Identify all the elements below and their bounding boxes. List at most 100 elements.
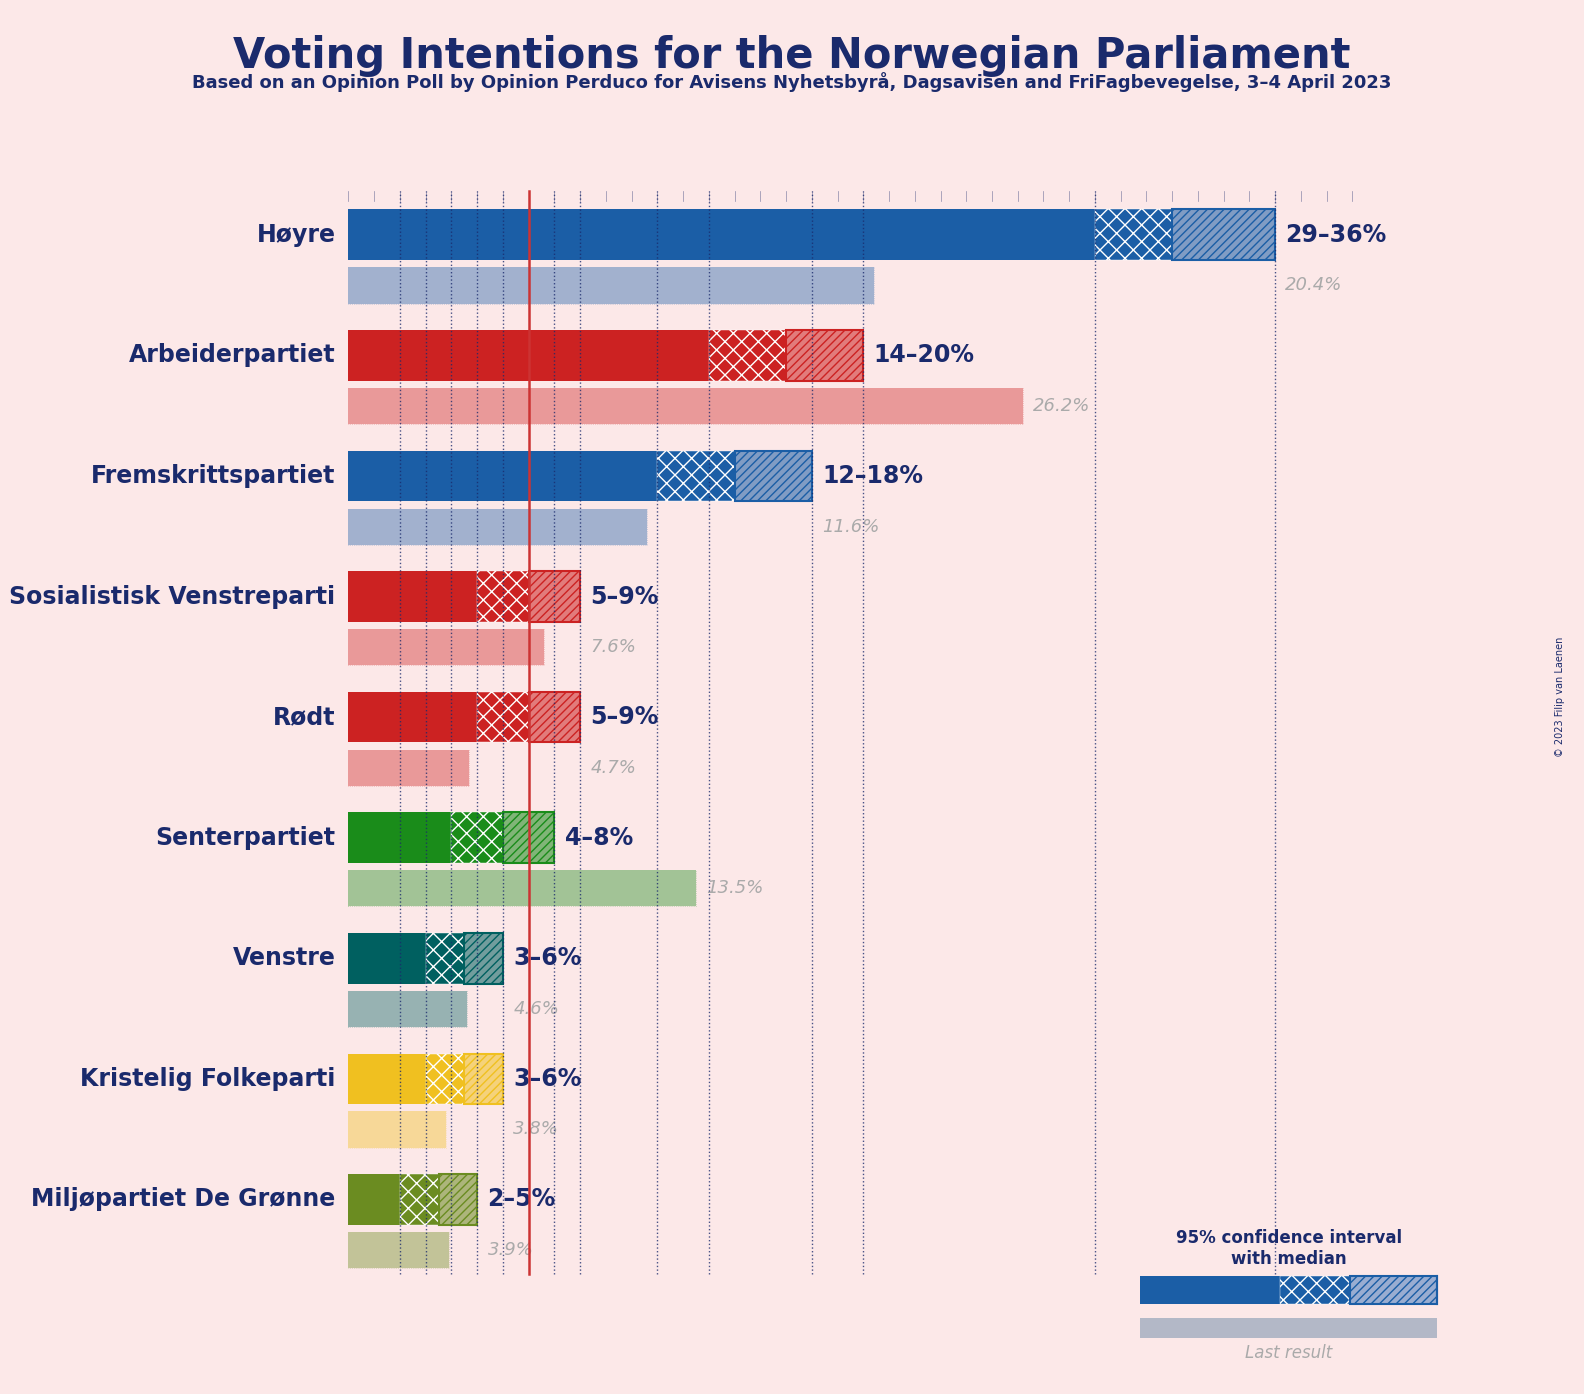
Bar [786,330,863,381]
Text: 11.6%: 11.6% [822,517,879,535]
Bar [439,1174,477,1225]
Bar [348,750,469,786]
Bar [348,268,874,304]
Bar [401,1174,439,1225]
Text: © 2023 Filip van Laenen: © 2023 Filip van Laenen [1555,637,1565,757]
Bar [348,1174,401,1225]
Bar [451,813,504,863]
Bar [348,1054,426,1104]
Bar [1095,209,1172,261]
Bar [504,813,554,863]
Text: Senterpartiet: Senterpartiet [155,825,336,850]
Text: 3–6%: 3–6% [513,947,581,970]
Text: 3.9%: 3.9% [488,1241,534,1259]
Bar [348,330,710,381]
Text: Fremskrittspartiet: Fremskrittspartiet [92,464,336,488]
Bar [529,572,580,622]
Bar [657,450,735,502]
Text: 5–9%: 5–9% [591,584,659,609]
Bar [348,1232,448,1269]
Bar [529,572,580,622]
Bar [348,1111,447,1147]
Bar [529,691,580,743]
Text: 29–36%: 29–36% [1286,223,1386,247]
Bar [348,870,695,906]
Text: Høyre: Høyre [257,223,336,247]
Bar [1350,1276,1437,1305]
Text: Kristelig Folkeparti: Kristelig Folkeparti [81,1066,336,1092]
Bar [529,691,580,743]
Bar [348,629,545,665]
Bar [348,268,874,304]
Text: 13.5%: 13.5% [706,880,763,898]
Text: 5–9%: 5–9% [591,705,659,729]
Text: Miljøpartiet De Grønne: Miljøpartiet De Grønne [32,1188,336,1211]
Bar [529,572,580,622]
Text: 4–8%: 4–8% [565,825,634,850]
Bar [735,450,813,502]
Bar [477,691,529,743]
Bar [786,330,863,381]
Text: 14–20%: 14–20% [874,343,974,368]
Bar [348,750,469,786]
Bar [786,330,863,381]
Bar [348,1232,448,1269]
Bar [348,209,1095,261]
Bar [348,991,467,1027]
Bar [504,813,554,863]
Bar [348,691,477,743]
Bar [1172,209,1275,261]
Text: 4.7%: 4.7% [591,758,637,776]
Bar [529,691,580,743]
Bar [464,1054,504,1104]
Text: Arbeiderpartiet: Arbeiderpartiet [128,343,336,368]
Text: 26.2%: 26.2% [1033,397,1090,415]
Bar [348,509,648,545]
Text: 4.6%: 4.6% [513,999,559,1018]
Text: 95% confidence interval
with median: 95% confidence interval with median [1175,1230,1402,1269]
Text: 7.6%: 7.6% [591,638,637,657]
Bar [477,572,529,622]
Bar [439,1174,477,1225]
Bar [348,388,1023,424]
Text: Venstre: Venstre [233,947,336,970]
Bar [464,933,504,984]
Bar [1350,1276,1437,1305]
Bar [464,1054,504,1104]
Text: 2–5%: 2–5% [488,1188,556,1211]
Text: 20.4%: 20.4% [1286,276,1343,294]
Text: 3.8%: 3.8% [513,1121,559,1139]
Text: 3–6%: 3–6% [513,1066,581,1092]
Bar [348,813,451,863]
Bar [1280,1276,1350,1305]
Text: Last result: Last result [1245,1344,1332,1362]
Bar [348,933,426,984]
Bar [426,933,464,984]
Bar [348,450,657,502]
Bar [710,330,786,381]
Text: Sosialistisk Venstreparti: Sosialistisk Venstreparti [10,584,336,609]
Bar [1350,1276,1437,1305]
Bar [348,870,695,906]
Bar [735,450,813,502]
Bar [1172,209,1275,261]
Bar [348,1111,447,1147]
Bar [426,1054,464,1104]
Bar [504,813,554,863]
Text: Rødt: Rødt [272,705,336,729]
Bar [464,1054,504,1104]
Bar [348,572,477,622]
Bar [464,933,504,984]
Bar [348,388,1023,424]
Bar [735,450,813,502]
Bar [1172,209,1275,261]
Text: 12–18%: 12–18% [822,464,923,488]
Bar [348,629,545,665]
Bar [348,509,648,545]
Bar [1140,1317,1437,1338]
Bar [464,933,504,984]
Bar [348,991,467,1027]
Bar [439,1174,477,1225]
Text: Based on an Opinion Poll by Opinion Perduco for Avisens Nyhetsbyrå, Dagsavisen a: Based on an Opinion Poll by Opinion Perd… [192,72,1392,92]
Bar [1140,1276,1280,1305]
